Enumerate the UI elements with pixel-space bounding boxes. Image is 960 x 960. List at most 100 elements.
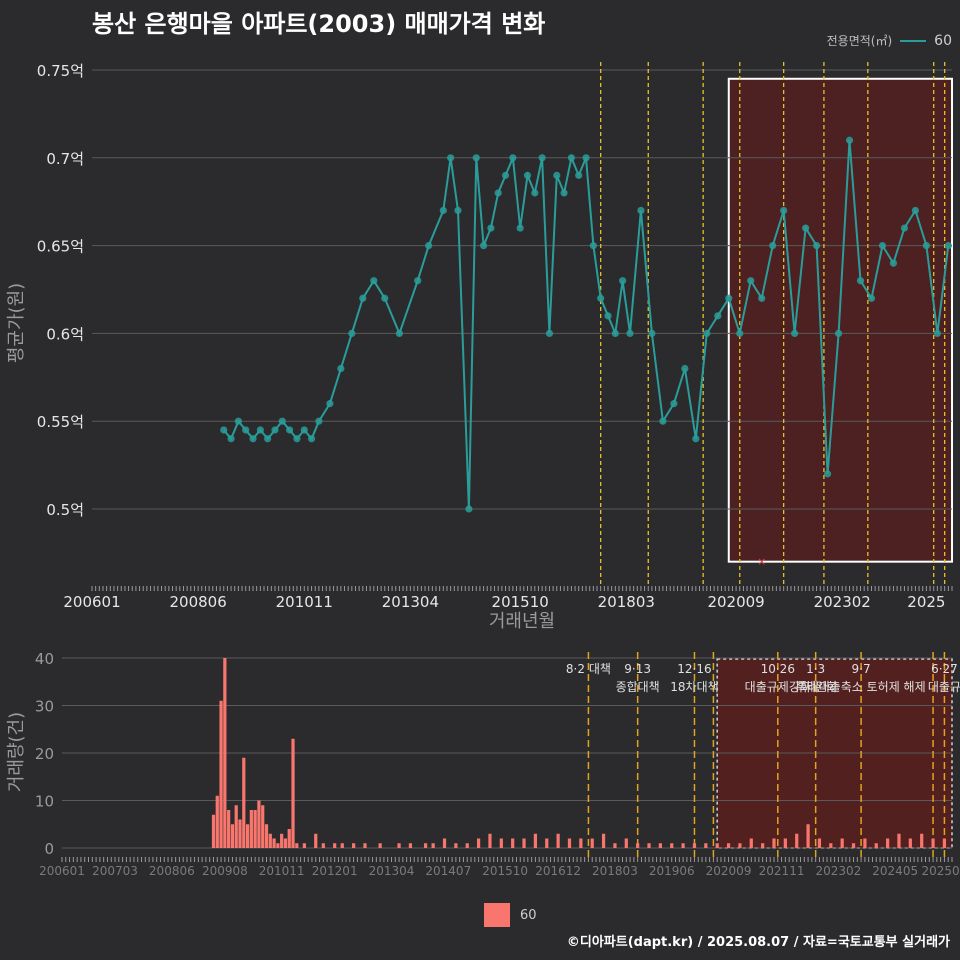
data-point <box>256 426 264 434</box>
volume-bar <box>291 738 295 848</box>
volume-bar <box>295 843 299 848</box>
data-point <box>479 242 488 250</box>
y-tick-label-bottom: 30 <box>35 698 54 716</box>
data-point <box>326 400 334 408</box>
volume-bar <box>851 843 856 848</box>
x-tick-label-bottom: 201011 <box>259 864 305 878</box>
y-axis-title-top: 평균가(원) <box>6 283 27 363</box>
data-point <box>447 154 455 162</box>
volume-bar <box>829 843 833 848</box>
data-point <box>692 435 700 443</box>
legend-bar-swatch <box>484 903 510 927</box>
y-tick-label-top: 0.6억 <box>46 325 84 343</box>
x-tick-label-bottom: 202111 <box>759 864 805 878</box>
data-point <box>381 294 389 302</box>
data-point <box>900 224 909 232</box>
data-point <box>933 329 941 337</box>
event-label: 1·3 <box>806 662 825 676</box>
data-point <box>271 426 279 434</box>
x-tick-label-bottom: 200703 <box>92 864 138 878</box>
volume-bar <box>454 843 458 848</box>
data-point <box>220 426 228 434</box>
volume-bar <box>321 843 325 848</box>
data-point <box>286 426 294 434</box>
data-point <box>425 242 433 250</box>
volume-bar <box>363 843 367 848</box>
x-tick-label-bottom: 201201 <box>312 864 358 878</box>
volume-bar <box>280 833 284 848</box>
volume-bar <box>624 838 628 848</box>
legend-line-swatch <box>900 39 927 42</box>
x-tick-label-bottom: 202302 <box>815 864 861 878</box>
volume-bar <box>749 838 753 848</box>
x-tick-label-top: 202009 <box>707 593 764 611</box>
volume-bar <box>806 824 810 848</box>
data-point <box>454 206 462 215</box>
data-point <box>802 224 810 232</box>
y-tick-label-top: 0.7억 <box>46 150 84 168</box>
data-point <box>567 154 576 162</box>
y-tick-label-bottom: 20 <box>35 745 54 763</box>
volume-bar <box>261 805 265 848</box>
volume-bar <box>238 819 242 848</box>
volume-bar <box>897 833 901 848</box>
data-point <box>878 242 887 250</box>
volume-bar <box>931 838 935 848</box>
data-point <box>523 171 532 179</box>
volume-bar <box>340 843 344 848</box>
x-tick-label-top: 200601 <box>63 593 120 611</box>
data-point <box>659 417 667 425</box>
event-label: 규제완화 <box>794 680 838 694</box>
data-point <box>834 329 843 337</box>
y-tick-label-top: 0.65억 <box>37 238 84 256</box>
x-tick-label-bottom: 200601 <box>39 864 85 878</box>
volume-bar <box>920 833 924 848</box>
data-point <box>856 277 865 285</box>
volume-bar <box>397 843 401 848</box>
volume-bar <box>704 843 708 848</box>
volume-bar <box>670 843 674 848</box>
volume-bar <box>272 838 276 848</box>
data-point <box>626 329 634 337</box>
volume-bar <box>431 843 435 848</box>
y-tick-label-bottom: 10 <box>35 793 54 811</box>
volume-bar <box>211 814 216 848</box>
event-label: 대출규 <box>928 680 960 694</box>
volume-bar <box>567 838 572 848</box>
data-point <box>472 154 480 162</box>
data-point <box>315 417 323 425</box>
event-label: 종합대책 <box>616 679 660 694</box>
legend-series-name: 60 <box>934 32 952 49</box>
volume-bar <box>817 838 822 848</box>
volume-bar <box>264 824 269 848</box>
data-point <box>337 364 345 373</box>
event-label: 9·13 <box>624 662 651 676</box>
x-tick-label-bottom: 201906 <box>649 864 695 878</box>
volume-bar <box>378 843 382 848</box>
legend-bar-series-name: 60 <box>520 907 537 923</box>
data-point <box>681 364 689 373</box>
volume-bar <box>333 843 337 848</box>
volume-bar <box>245 824 250 848</box>
footer-credit: ©디아파트(dapt.kr) / 2025.08.07 / 자료=국토교통부 실… <box>566 935 950 950</box>
volume-bar <box>863 838 867 848</box>
volume-bar <box>423 843 428 848</box>
y-tick-label-bottom: 40 <box>35 650 54 668</box>
volume-bar <box>886 838 890 848</box>
x-tick-label-bottom: 200806 <box>149 864 195 878</box>
data-point <box>494 189 502 197</box>
data-point <box>465 505 473 513</box>
data-point <box>307 435 316 443</box>
x-tick-label-top: 200806 <box>169 593 226 611</box>
x-tick-label-bottom: 202009 <box>706 864 752 878</box>
legend-top: 전용면적(㎡) 60 <box>827 32 952 49</box>
x-tick-label-top: 201510 <box>492 593 549 611</box>
data-point <box>414 277 422 285</box>
data-point <box>597 294 605 302</box>
data-point <box>845 136 854 144</box>
data-point <box>575 171 583 179</box>
volume-bar <box>647 843 651 848</box>
highlight-box-top <box>727 77 953 563</box>
data-point <box>582 154 590 162</box>
data-point <box>889 259 898 267</box>
